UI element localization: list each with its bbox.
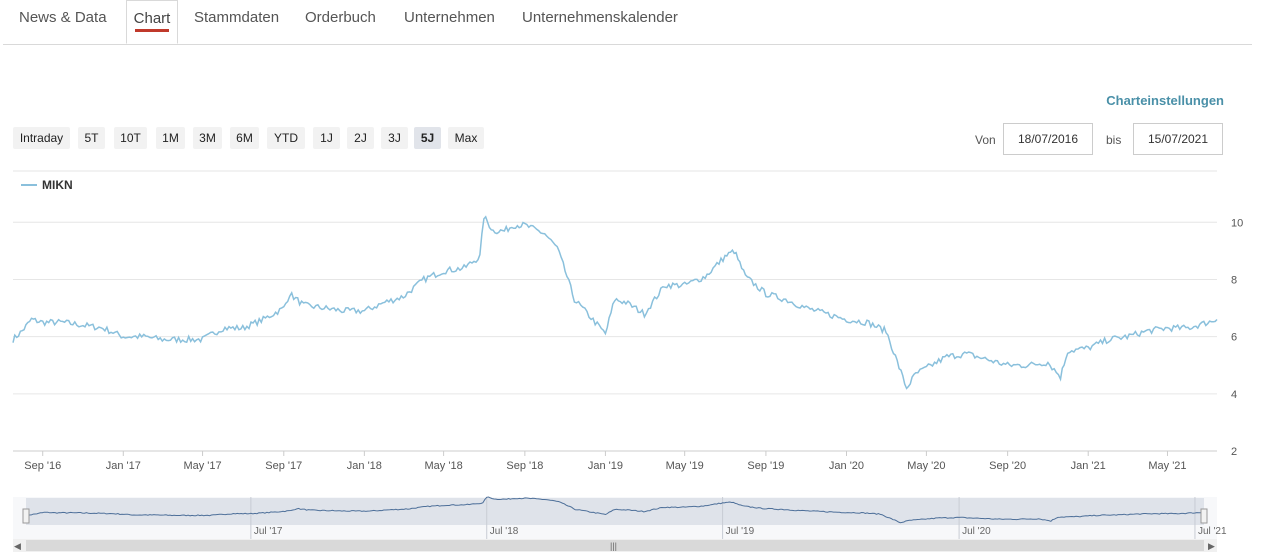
x-tick-label: Jan '17 xyxy=(106,460,141,472)
y-tick-label: 2 xyxy=(1231,446,1237,458)
scroll-right-arrow-icon[interactable]: ▶ xyxy=(1208,541,1215,551)
navigator-series-line xyxy=(25,496,1205,524)
tab-orderbuch[interactable]: Orderbuch xyxy=(305,9,376,26)
range-1m-button[interactable]: 1M xyxy=(156,127,185,149)
range-6m-button[interactable]: 6M xyxy=(230,127,259,149)
tab-stammdaten[interactable]: Stammdaten xyxy=(194,9,280,26)
x-tick-label: Sep '20 xyxy=(989,460,1026,472)
navigator-tick-label: Jul '21 xyxy=(1198,526,1227,537)
tab-unternehmenskalender[interactable]: Unternehmenskalender xyxy=(522,9,678,26)
tab-bar: News & Data Chart Stammdaten Orderbuch U… xyxy=(3,0,1252,45)
range-5t-button[interactable]: 5T xyxy=(78,127,105,149)
range-ytd-button[interactable]: YTD xyxy=(267,127,305,149)
legend-label: MIKN xyxy=(42,178,73,192)
x-tick-label: Sep '17 xyxy=(265,460,302,472)
navigator-tick-label: Jul '17 xyxy=(254,526,283,537)
x-tick-label: May '20 xyxy=(907,460,945,472)
range-3m-button[interactable]: 3M xyxy=(193,127,222,149)
range-intraday-button[interactable]: Intraday xyxy=(13,127,70,149)
navigator-tick-label: Jul '19 xyxy=(726,526,755,537)
range-max-button[interactable]: Max xyxy=(448,127,484,149)
x-tick-label: May '18 xyxy=(425,460,463,472)
from-label: Von xyxy=(975,133,996,147)
range-3j-button[interactable]: 3J xyxy=(381,127,408,149)
chart-settings-link[interactable]: Charteinstellungen xyxy=(1106,93,1224,108)
range-10t-button[interactable]: 10T xyxy=(114,127,147,149)
tab-chart-label: Chart xyxy=(133,10,171,27)
tab-unternehmen[interactable]: Unternehmen xyxy=(404,9,495,26)
navigator-right-handle[interactable] xyxy=(1200,508,1208,524)
series-line-mikn xyxy=(12,215,1218,390)
y-tick-label: 10 xyxy=(1231,217,1243,229)
scroll-left-arrow-icon[interactable]: ◀ xyxy=(14,541,21,551)
range-1j-button[interactable]: 1J xyxy=(313,127,340,149)
x-tick-label: Sep '18 xyxy=(506,460,543,472)
x-tick-label: Jan '18 xyxy=(347,460,382,472)
navigator-tick-label: Jul '20 xyxy=(962,526,991,537)
navigator-selection[interactable] xyxy=(26,498,1204,525)
navigator-scrollbar-thumb[interactable] xyxy=(26,540,1204,551)
tab-chart[interactable]: Chart xyxy=(126,0,178,44)
legend-item-mikn[interactable]: MIKN xyxy=(21,178,73,192)
x-tick-label: May '21 xyxy=(1148,460,1186,472)
y-tick-label: 8 xyxy=(1231,274,1237,286)
range-5j-button[interactable]: 5J xyxy=(414,127,441,149)
to-label: bis xyxy=(1106,133,1122,147)
tab-news-data[interactable]: News & Data xyxy=(19,9,107,26)
x-tick-label: May '19 xyxy=(666,460,704,472)
x-tick-label: Sep '19 xyxy=(747,460,784,472)
active-tab-indicator xyxy=(135,29,169,32)
x-tick-label: Jan '21 xyxy=(1071,460,1106,472)
navigator-left-handle[interactable] xyxy=(22,508,30,524)
from-date-input[interactable]: 18/07/2016 xyxy=(1003,123,1093,155)
x-tick-label: Sep '16 xyxy=(24,460,61,472)
x-tick-label: May '17 xyxy=(183,460,221,472)
x-tick-label: Jan '19 xyxy=(588,460,623,472)
navigator-tick-label: Jul '18 xyxy=(490,526,519,537)
navigator[interactable]: Jul '17 Jul '18 Jul '19 Jul '20 Jul '21 ◀ ▶ … xyxy=(13,496,1227,552)
range-2j-button[interactable]: 2J xyxy=(347,127,374,149)
y-tick-label: 4 xyxy=(1231,389,1237,401)
scrollbar-grip-icon[interactable]: ||| xyxy=(610,541,617,551)
price-chart[interactable]: MIKN 2 4 6 8 10 Sep '16 Jan '17 May '17 Sep '17… xyxy=(0,168,1265,554)
x-tick-label: Jan '20 xyxy=(829,460,864,472)
y-tick-label: 6 xyxy=(1231,332,1237,344)
to-date-input[interactable]: 15/07/2021 xyxy=(1133,123,1223,155)
